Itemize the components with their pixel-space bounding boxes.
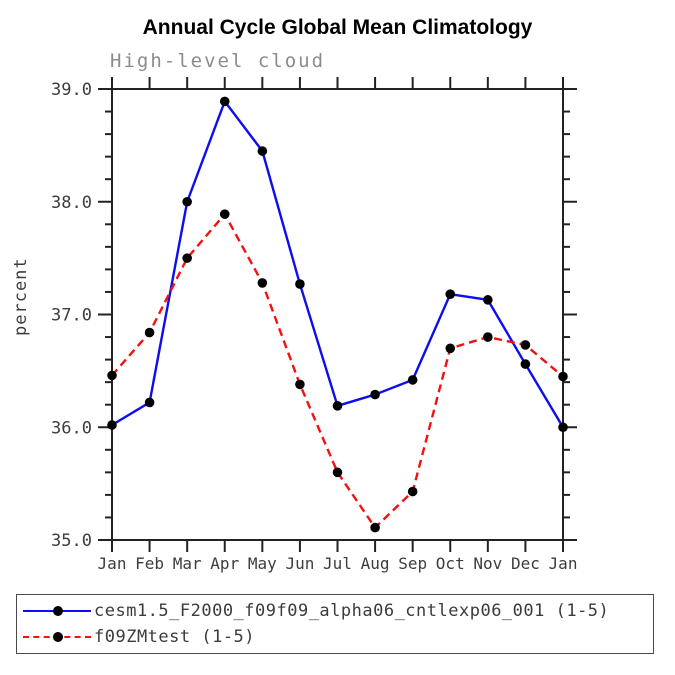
x-tick-label: Aug	[361, 554, 390, 573]
x-tick-label: Sep	[398, 554, 427, 573]
data-point-marker	[257, 146, 268, 156]
black-dot-marker-icon	[53, 606, 63, 616]
data-point-marker	[107, 420, 117, 430]
x-tick-label: Apr	[210, 554, 239, 573]
data-point-marker	[182, 253, 192, 263]
legend-item-cesm: cesm1.5_F2000_f09f09_alpha06_cntlexp06_0…	[23, 600, 609, 622]
series-line-0	[111, 100, 565, 428]
data-point-marker	[332, 467, 343, 478]
data-point-marker	[144, 397, 155, 408]
x-tick-label: Dec	[511, 554, 540, 573]
y-tick-label: 37.0	[51, 306, 92, 326]
data-point-marker	[107, 370, 117, 381]
data-point-marker	[219, 96, 230, 107]
x-tick-label: Jul	[323, 554, 352, 573]
legend-sample-dashed-red	[23, 632, 91, 642]
plot-area: Jan Feb Mar Apr May Jun Jul Aug Sep Oct Nov Dec Jan 3…	[51, 77, 578, 573]
x-tick-label: Nov	[473, 554, 502, 573]
chart-title: Annual Cycle Global Mean Climatology	[142, 16, 533, 39]
data-point-marker	[445, 343, 456, 354]
data-point-marker	[445, 289, 456, 300]
x-tick-label: Jan	[549, 554, 578, 573]
data-point-marker	[370, 522, 380, 533]
legend: cesm1.5_F2000_f09f09_alpha06_cntlexp06_0…	[16, 594, 654, 654]
data-point-marker	[483, 332, 493, 342]
data-point-marker	[483, 295, 493, 305]
data-point-marker	[520, 340, 531, 350]
legend-label: f09ZMtest (1-5)	[94, 627, 256, 647]
data-point-marker	[407, 375, 418, 385]
data-point-marker	[558, 371, 568, 382]
y-tick-label: 39.0	[51, 80, 92, 100]
x-tick-label: Jun	[285, 554, 314, 573]
series-line-1	[111, 212, 564, 529]
y-tick-label: 35.0	[51, 531, 92, 551]
x-tick-label: Mar	[173, 554, 202, 573]
data-point-marker	[370, 389, 380, 400]
chart-subtitle: High-level cloud	[110, 50, 326, 72]
data-point-marker	[144, 327, 155, 338]
data-point-marker	[558, 422, 568, 433]
legend-label: cesm1.5_F2000_f09f09_alpha06_cntlexp06_0…	[94, 601, 610, 621]
x-tick-label: Feb	[135, 554, 164, 573]
data-point-marker	[407, 486, 418, 497]
y-tick-label: 36.0	[51, 418, 92, 438]
x-tick-label: Oct	[436, 554, 465, 573]
data-point-marker	[257, 278, 268, 288]
data-point-marker	[182, 196, 192, 207]
x-tick-label: May	[248, 554, 277, 573]
data-point-marker	[520, 359, 531, 369]
y-tick-label: 38.0	[51, 193, 92, 213]
black-dot-marker-icon	[53, 632, 63, 642]
legend-item-f09zmtest: f09ZMtest (1-5)	[23, 626, 255, 648]
legend-sample-solid-blue	[23, 606, 91, 616]
data-point-marker	[219, 209, 230, 219]
x-tick-label: Jan	[98, 554, 127, 573]
data-point-marker	[295, 379, 305, 390]
data-point-marker	[332, 401, 343, 411]
data-point-marker	[295, 279, 305, 289]
